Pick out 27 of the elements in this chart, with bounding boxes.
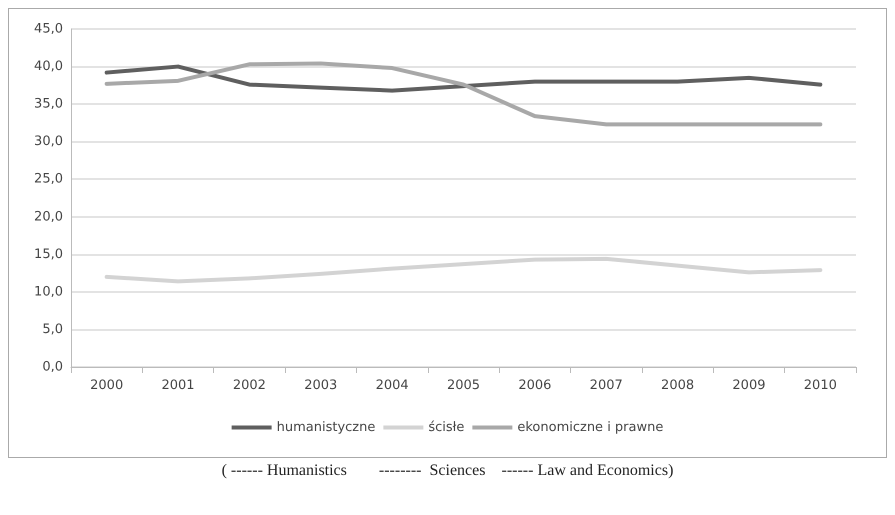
- text: ( ------ Humanistics -------- Sciences ------ Law and Economics): [220, 462, 674, 480]
- y-tick-label: 5,0: [42, 322, 63, 337]
- x-tick-label: 2002: [232, 378, 266, 393]
- y-tick-label: 45,0: [34, 22, 63, 36]
- y-tick-label: 20,0: [34, 209, 63, 224]
- legend-label: humanistyczne: [276, 420, 376, 435]
- x-tick-label: 2010: [804, 378, 837, 393]
- line-series: [104, 62, 822, 126]
- y-tick-label: 25,0: [34, 172, 63, 187]
- line-series: [104, 64, 822, 93]
- y-tick-label: 40,0: [34, 59, 63, 74]
- x-tick-label: 2007: [590, 378, 623, 393]
- x-tick-label: 2006: [518, 378, 552, 393]
- x-tick-label: 2001: [162, 378, 195, 393]
- y-tick-label: 0,0: [42, 360, 63, 374]
- y-tick-label: 30,0: [34, 134, 63, 150]
- legend-label: ścisłe: [428, 420, 464, 435]
- x-tick-label: 2000: [90, 378, 124, 393]
- y-tick-label: 35,0: [34, 96, 63, 112]
- x-tick-label: 2009: [732, 378, 766, 393]
- x-tick-label: 2005: [446, 378, 480, 393]
- x-tick-label: 2003: [304, 378, 338, 393]
- legend-label: ekonomiczne i prawne: [517, 420, 664, 435]
- y-tick-label: 15,0: [34, 246, 63, 262]
- x-tick-label: 2004: [376, 378, 409, 393]
- y-tick-label: 10,0: [34, 284, 63, 300]
- x-tick-label: 2008: [661, 378, 694, 393]
